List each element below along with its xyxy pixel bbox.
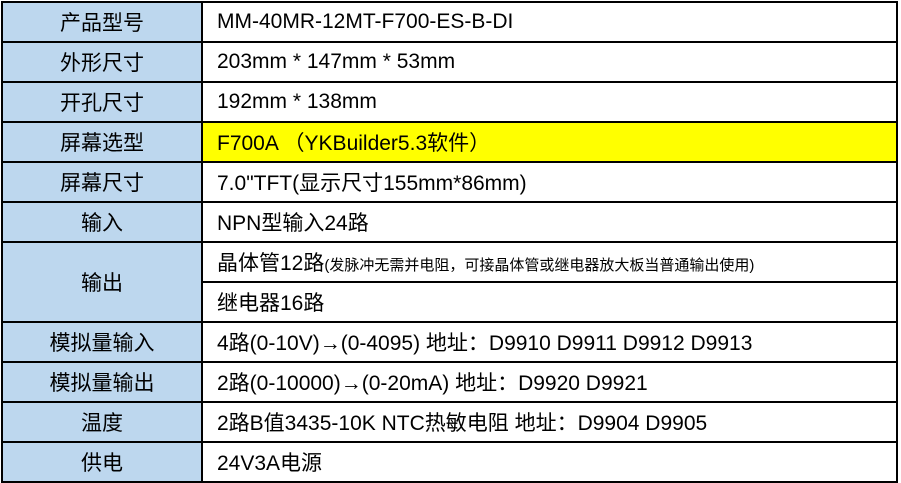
spec-label-cell: 屏幕选型 bbox=[1, 121, 203, 163]
spec-label-cell: 供电 bbox=[1, 441, 203, 483]
spec-label-cell: 产品型号 bbox=[1, 1, 203, 43]
spec-value-cell: 4路(0-10V)→(0-4095) 地址：D9910 D9911 D9912 … bbox=[201, 321, 898, 363]
spec-label-cell-merged: 输出 bbox=[1, 241, 203, 323]
table-row: 产品型号 MM-40MR-12MT-F700-ES-B-DI bbox=[1, 1, 898, 43]
spec-value-cell: 继电器16路 bbox=[201, 281, 898, 323]
spec-label-cell: 温度 bbox=[1, 401, 203, 443]
spec-value-cell: 7.0"TFT(显示尺寸155mm*86mm) bbox=[201, 161, 898, 203]
spec-value-cell: NPN型输入24路 bbox=[201, 201, 898, 243]
table-row: 开孔尺寸 192mm * 138mm bbox=[1, 81, 898, 123]
spec-label-cell: 开孔尺寸 bbox=[1, 81, 203, 123]
table-row: 输出 晶体管12路(发脉冲无需并电阻，可接晶体管或继电器放大板当普通输出使用) bbox=[1, 241, 898, 323]
table-row: 输入 NPN型输入24路 bbox=[1, 201, 898, 243]
table-row: 供电 24V3A电源 bbox=[1, 441, 898, 483]
table-row: 模拟量输入 4路(0-10V)→(0-4095) 地址：D9910 D9911 … bbox=[1, 321, 898, 363]
spec-value-cell: 2路(0-10000)→(0-20mA) 地址：D9920 D9921 bbox=[201, 361, 898, 403]
table-row: 继电器16路 bbox=[2, 281, 898, 323]
spec-value-cell-highlighted: F700A （YKBuilder5.3软件） bbox=[201, 121, 898, 163]
table-row: 模拟量输出 2路(0-10000)→(0-20mA) 地址：D9920 D992… bbox=[1, 361, 898, 403]
spec-value-cell: 2路B值3435-10K NTC热敏电阻 地址：D9904 D9905 bbox=[201, 401, 898, 443]
spec-value-cell: 晶体管12路(发脉冲无需并电阻，可接晶体管或继电器放大板当普通输出使用) bbox=[201, 241, 898, 283]
spec-label-cell: 模拟量输出 bbox=[1, 361, 203, 403]
spec-label-cell: 外形尺寸 bbox=[1, 41, 203, 83]
table-row: 温度 2路B值3435-10K NTC热敏电阻 地址：D9904 D9905 bbox=[1, 401, 898, 443]
table-row: 外形尺寸 203mm * 147mm * 53mm bbox=[1, 41, 898, 83]
spec-value-cell: 192mm * 138mm bbox=[201, 81, 898, 123]
spec-value-cell: 203mm * 147mm * 53mm bbox=[201, 41, 898, 83]
spec-value-cell: MM-40MR-12MT-F700-ES-B-DI bbox=[201, 1, 898, 43]
spec-label-cell: 输入 bbox=[1, 201, 203, 243]
spec-value-cell: 24V3A电源 bbox=[201, 441, 898, 483]
table-row: 屏幕尺寸 7.0"TFT(显示尺寸155mm*86mm) bbox=[1, 161, 898, 203]
table-row: 屏幕选型 F700A （YKBuilder5.3软件） bbox=[1, 121, 898, 163]
spec-label-cell: 模拟量输入 bbox=[1, 321, 203, 363]
output-main-text: 晶体管12路 bbox=[217, 252, 325, 275]
spec-label-cell: 屏幕尺寸 bbox=[1, 161, 203, 203]
output-note-text: (发脉冲无需并电阻，可接晶体管或继电器放大板当普通输出使用) bbox=[324, 257, 755, 274]
